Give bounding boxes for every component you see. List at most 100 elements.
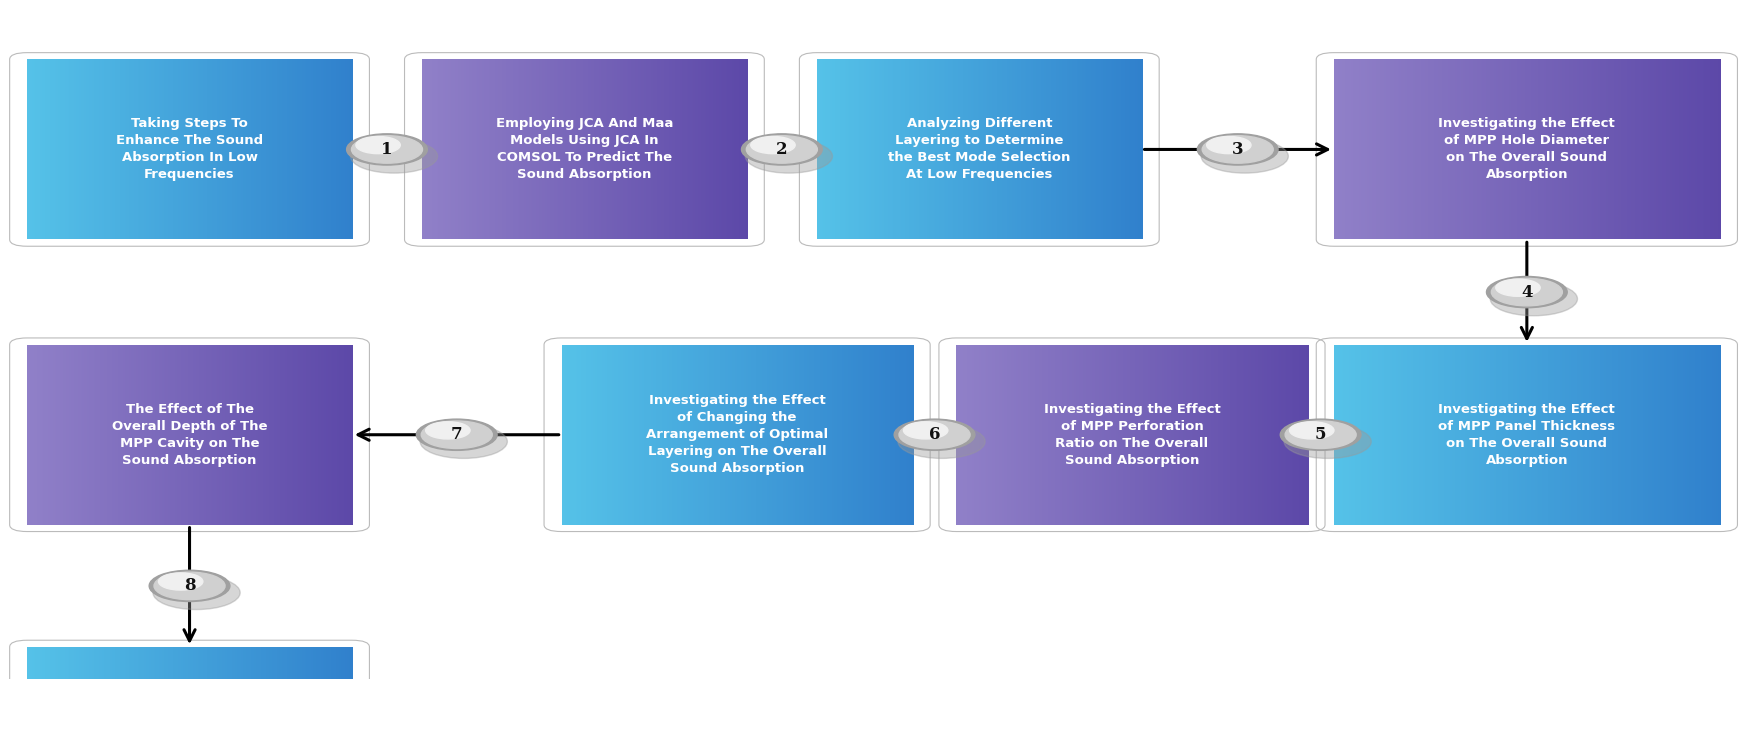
Bar [277,59,281,239]
Bar [240,344,242,525]
Bar [907,344,911,525]
Bar [1267,344,1271,525]
Bar [1016,59,1020,239]
Bar [892,344,895,525]
Bar [591,344,595,525]
Text: Investigating the Effect
of MPP Panel Thickness
on The Overall Sound
Absorption: Investigating the Effect of MPP Panel Th… [1439,403,1615,467]
Bar [158,59,161,239]
Bar [288,59,291,239]
Bar [870,344,874,525]
Bar [1669,59,1673,239]
Bar [641,344,644,525]
Bar [63,344,67,525]
Bar [218,647,219,752]
Bar [890,344,893,525]
Bar [1662,59,1665,239]
Bar [293,59,297,239]
Bar [328,59,330,239]
Bar [842,59,846,239]
Bar [49,344,51,525]
Bar [969,59,972,239]
Bar [881,59,885,239]
Bar [1581,344,1585,525]
Bar [579,59,583,239]
Bar [1288,344,1292,525]
Bar [1502,59,1506,239]
Bar [1020,344,1023,525]
Bar [1486,59,1490,239]
Bar [56,59,60,239]
Bar [735,344,739,525]
Bar [204,344,207,525]
Bar [1120,59,1121,239]
Bar [112,344,114,525]
Bar [1357,59,1360,239]
Bar [690,344,693,525]
Bar [1114,59,1118,239]
Bar [581,59,584,239]
Bar [760,344,763,525]
Bar [214,59,218,239]
Bar [309,344,311,525]
Bar [1571,59,1574,239]
Bar [1444,344,1448,525]
Bar [1183,344,1186,525]
Bar [1495,344,1499,525]
Circle shape [1492,278,1562,306]
Bar [158,344,160,525]
Bar [716,344,720,525]
Bar [61,59,65,239]
Bar [149,59,153,239]
Bar [707,59,711,239]
Bar [1562,59,1565,239]
Bar [28,59,30,239]
Bar [962,344,965,525]
Bar [49,647,51,752]
Bar [219,59,221,239]
Bar [1088,344,1092,525]
Bar [1341,59,1344,239]
Bar [253,59,256,239]
Bar [333,647,337,752]
Bar [1067,344,1071,525]
Bar [971,59,974,239]
Bar [295,647,298,752]
Bar [1515,344,1518,525]
Bar [746,344,749,525]
Bar [214,344,218,525]
Bar [1174,344,1178,525]
Bar [1627,344,1630,525]
Bar [337,59,340,239]
Bar [132,647,133,752]
Bar [1665,344,1669,525]
Bar [90,344,91,525]
Bar [274,59,277,239]
Bar [344,344,347,525]
Bar [695,344,698,525]
Bar [197,59,198,239]
Bar [1162,344,1165,525]
Bar [1546,344,1550,525]
Bar [1669,344,1673,525]
Bar [75,344,79,525]
Bar [1602,59,1606,239]
Circle shape [1290,422,1334,439]
Bar [488,59,490,239]
Bar [265,59,267,239]
Bar [179,647,181,752]
Bar [1051,59,1053,239]
Bar [193,59,197,239]
Bar [225,647,228,752]
Bar [65,647,68,752]
Bar [1072,59,1074,239]
Bar [800,344,804,525]
Bar [100,647,104,752]
Bar [881,344,885,525]
Bar [193,344,197,525]
Bar [855,59,856,239]
Bar [1035,344,1039,525]
Bar [1248,344,1251,525]
Bar [1260,344,1264,525]
Bar [879,59,881,239]
Bar [584,344,588,525]
